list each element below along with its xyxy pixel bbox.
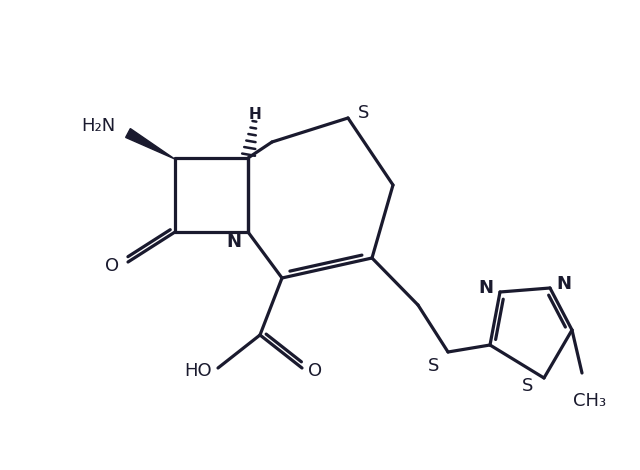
Text: N: N [557, 275, 572, 293]
Text: CH₃: CH₃ [573, 392, 607, 410]
Text: S: S [428, 357, 440, 375]
Text: S: S [522, 377, 534, 395]
Text: HO: HO [184, 362, 212, 380]
Text: N: N [227, 233, 241, 251]
Polygon shape [125, 129, 175, 159]
Text: O: O [105, 257, 119, 275]
Text: H: H [248, 107, 261, 122]
Text: S: S [358, 104, 370, 122]
Text: O: O [308, 362, 322, 380]
Text: H₂N: H₂N [81, 117, 115, 135]
Text: N: N [479, 279, 493, 297]
